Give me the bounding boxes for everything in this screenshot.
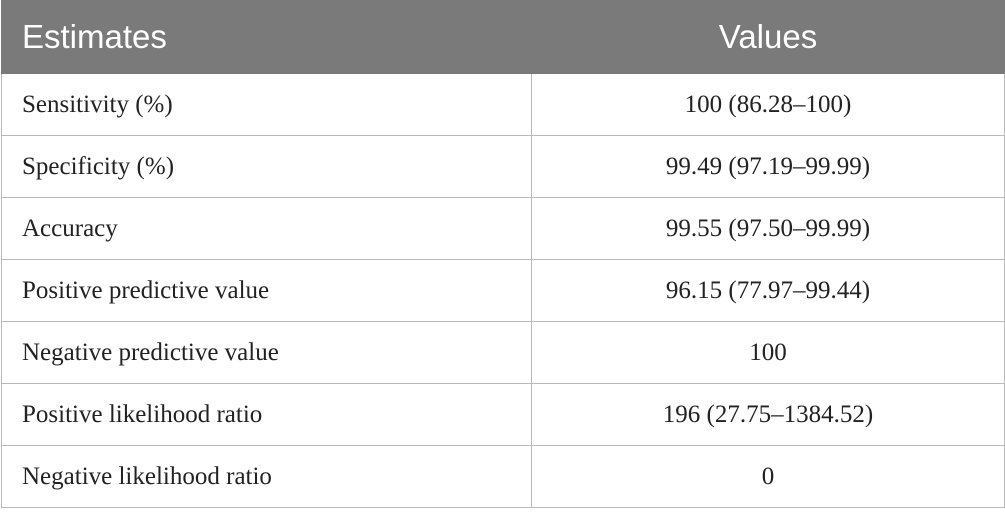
column-header-estimates: Estimates xyxy=(1,0,532,74)
value-cell: 0 xyxy=(531,445,1005,508)
estimates-table: Estimates Values Sensitivity (%) 100 (86… xyxy=(1,0,1005,508)
estimate-cell: Positive predictive value xyxy=(1,259,532,322)
estimate-cell: Negative predictive value xyxy=(1,321,532,384)
table-header: Estimates Values xyxy=(1,0,1005,74)
estimate-cell: Sensitivity (%) xyxy=(1,73,532,136)
column-header-values: Values xyxy=(531,0,1005,74)
estimate-cell: Negative likelihood ratio xyxy=(1,445,532,508)
table-row: Positive predictive value 96.15 (77.97–9… xyxy=(1,259,1005,322)
table-row: Positive likelihood ratio 196 (27.75–138… xyxy=(1,383,1005,446)
table-row: Negative predictive value 100 xyxy=(1,321,1005,384)
value-cell: 100 xyxy=(531,321,1005,384)
table-row: Specificity (%) 99.49 (97.19–99.99) xyxy=(1,135,1005,198)
value-cell: 96.15 (77.97–99.44) xyxy=(531,259,1005,322)
estimate-cell: Specificity (%) xyxy=(1,135,532,198)
table-row: Negative likelihood ratio 0 xyxy=(1,445,1005,508)
value-cell: 99.49 (97.19–99.99) xyxy=(531,135,1005,198)
value-cell: 196 (27.75–1384.52) xyxy=(531,383,1005,446)
table-row: Sensitivity (%) 100 (86.28–100) xyxy=(1,73,1005,136)
table-row: Accuracy 99.55 (97.50–99.99) xyxy=(1,197,1005,260)
estimate-cell: Accuracy xyxy=(1,197,532,260)
estimates-table-container: Estimates Values Sensitivity (%) 100 (86… xyxy=(1,0,1005,508)
table-body: Sensitivity (%) 100 (86.28–100) Specific… xyxy=(1,73,1005,508)
header-row: Estimates Values xyxy=(1,0,1005,74)
estimate-cell: Positive likelihood ratio xyxy=(1,383,532,446)
value-cell: 99.55 (97.50–99.99) xyxy=(531,197,1005,260)
value-cell: 100 (86.28–100) xyxy=(531,73,1005,136)
